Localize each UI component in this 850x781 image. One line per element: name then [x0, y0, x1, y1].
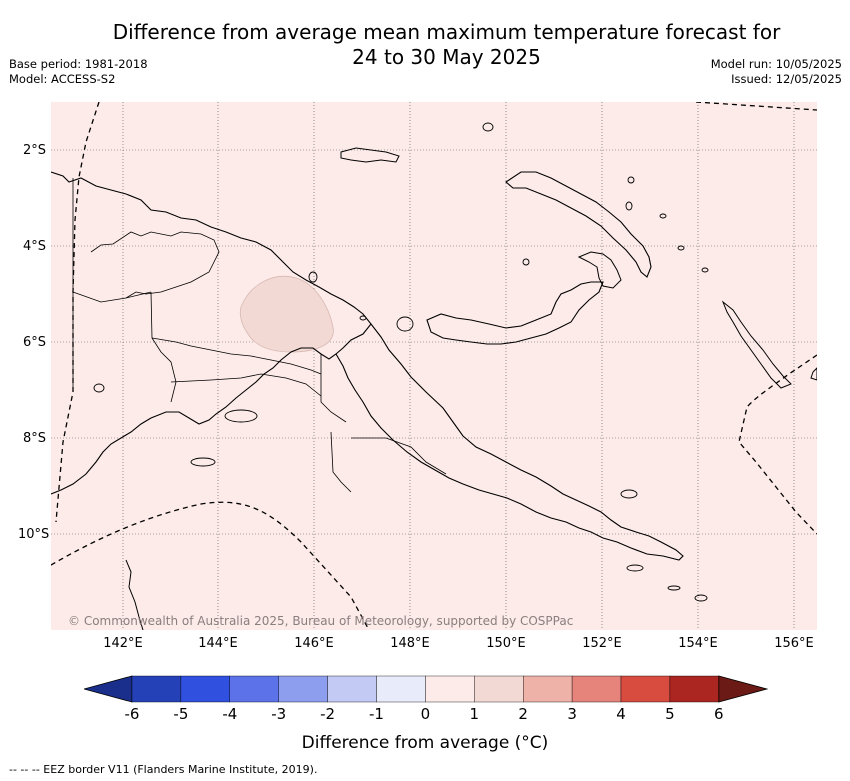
eez-borders: [51, 102, 817, 630]
lon-label-142e: 142°E: [103, 636, 143, 651]
lon-label-154e: 154°E: [678, 636, 718, 651]
colorbar-segment: [376, 675, 426, 703]
lon-label-144e: 144°E: [198, 636, 238, 651]
colorbar-segment: [278, 675, 328, 703]
eez-legend: -- -- -- EEZ border V11 (Flanders Marine…: [9, 763, 318, 776]
colorbar-tick-label: 0: [420, 705, 431, 723]
meta-right: Model run: 10/05/2025 Issued: 12/05/2025: [711, 57, 842, 87]
anomaly-patch: [239, 275, 334, 353]
colorbar-tick-label: 6: [714, 705, 724, 723]
bougainville: [721, 300, 792, 389]
colorbar-segment: [669, 675, 720, 703]
colorbar-tick-label: 4: [616, 705, 626, 723]
colorbar-label: Difference from average (°C): [301, 733, 549, 753]
map-svg: [51, 102, 817, 630]
lon-label-150e: 150°E: [486, 636, 526, 651]
new-britain: [426, 281, 604, 345]
colorbar-segment: [474, 675, 524, 703]
colorbar-extend-high: [718, 675, 768, 703]
colorbar-segment: [229, 675, 279, 703]
colorbar-segment: [571, 675, 622, 703]
lat-label-4s: 4°S: [22, 239, 46, 254]
colorbar-segment: [620, 675, 671, 703]
colorbar-tick-label: 1: [469, 705, 480, 723]
colorbar-extend-low: [84, 675, 133, 703]
lat-label-10s: 10°S: [18, 527, 50, 542]
copyright-notice: © Commonwealth of Australia 2025, Bureau…: [68, 614, 574, 628]
torres-strait-coast: [125, 559, 144, 630]
map-panel: © Commonwealth of Australia 2025, Bureau…: [51, 102, 817, 630]
colorbar-tick-label: -6: [124, 705, 140, 723]
manus-island: [340, 147, 400, 163]
colorbar-tick-label: -2: [320, 705, 336, 723]
colorbar-tick-label: -1: [369, 705, 384, 723]
coastlines: [51, 171, 684, 561]
colorbar-segment: [131, 675, 182, 703]
colorbar-tick-label: -4: [222, 705, 238, 723]
colorbar-tick-label: 5: [665, 705, 675, 723]
colorbar: [84, 675, 768, 703]
small-islands: [93, 122, 709, 602]
colorbar-tick-label: -3: [271, 705, 287, 723]
admin-borders: [72, 178, 447, 493]
colorbar-tick-label: 3: [567, 705, 577, 723]
colorbar-segment: [523, 675, 573, 703]
issued-date: Issued: 12/05/2025: [731, 72, 842, 86]
colorbar-segment: [425, 675, 475, 703]
base-period: Base period: 1981-2018: [9, 57, 148, 71]
lon-label-156e: 156°E: [774, 636, 814, 651]
lat-label-6s: 6°S: [22, 335, 46, 350]
model-name: Model: ACCESS-S2: [9, 72, 116, 86]
model-run: Model run: 10/05/2025: [710, 57, 842, 71]
lat-label-8s: 8°S: [22, 431, 46, 446]
new-ireland: [505, 171, 652, 278]
colorbar-tick-label: 2: [518, 705, 528, 723]
colorbar-segment: [180, 675, 231, 703]
lon-label-152e: 152°E: [582, 636, 622, 651]
lat-label-2s: 2°S: [22, 143, 46, 158]
colorbar-segment: [327, 675, 377, 703]
colorbar-tick-label: -5: [173, 705, 189, 723]
lon-label-146e: 146°E: [294, 636, 334, 651]
gridlines: [51, 102, 817, 630]
chart-title: Difference from average mean maximum tem…: [0, 20, 850, 70]
title-line-1: Difference from average mean maximum tem…: [112, 20, 781, 44]
title-line-2: 24 to 30 May 2025: [352, 45, 541, 69]
lon-label-148e: 148°E: [390, 636, 430, 651]
meta-left: Base period: 1981-2018 Model: ACCESS-S2: [9, 57, 148, 87]
